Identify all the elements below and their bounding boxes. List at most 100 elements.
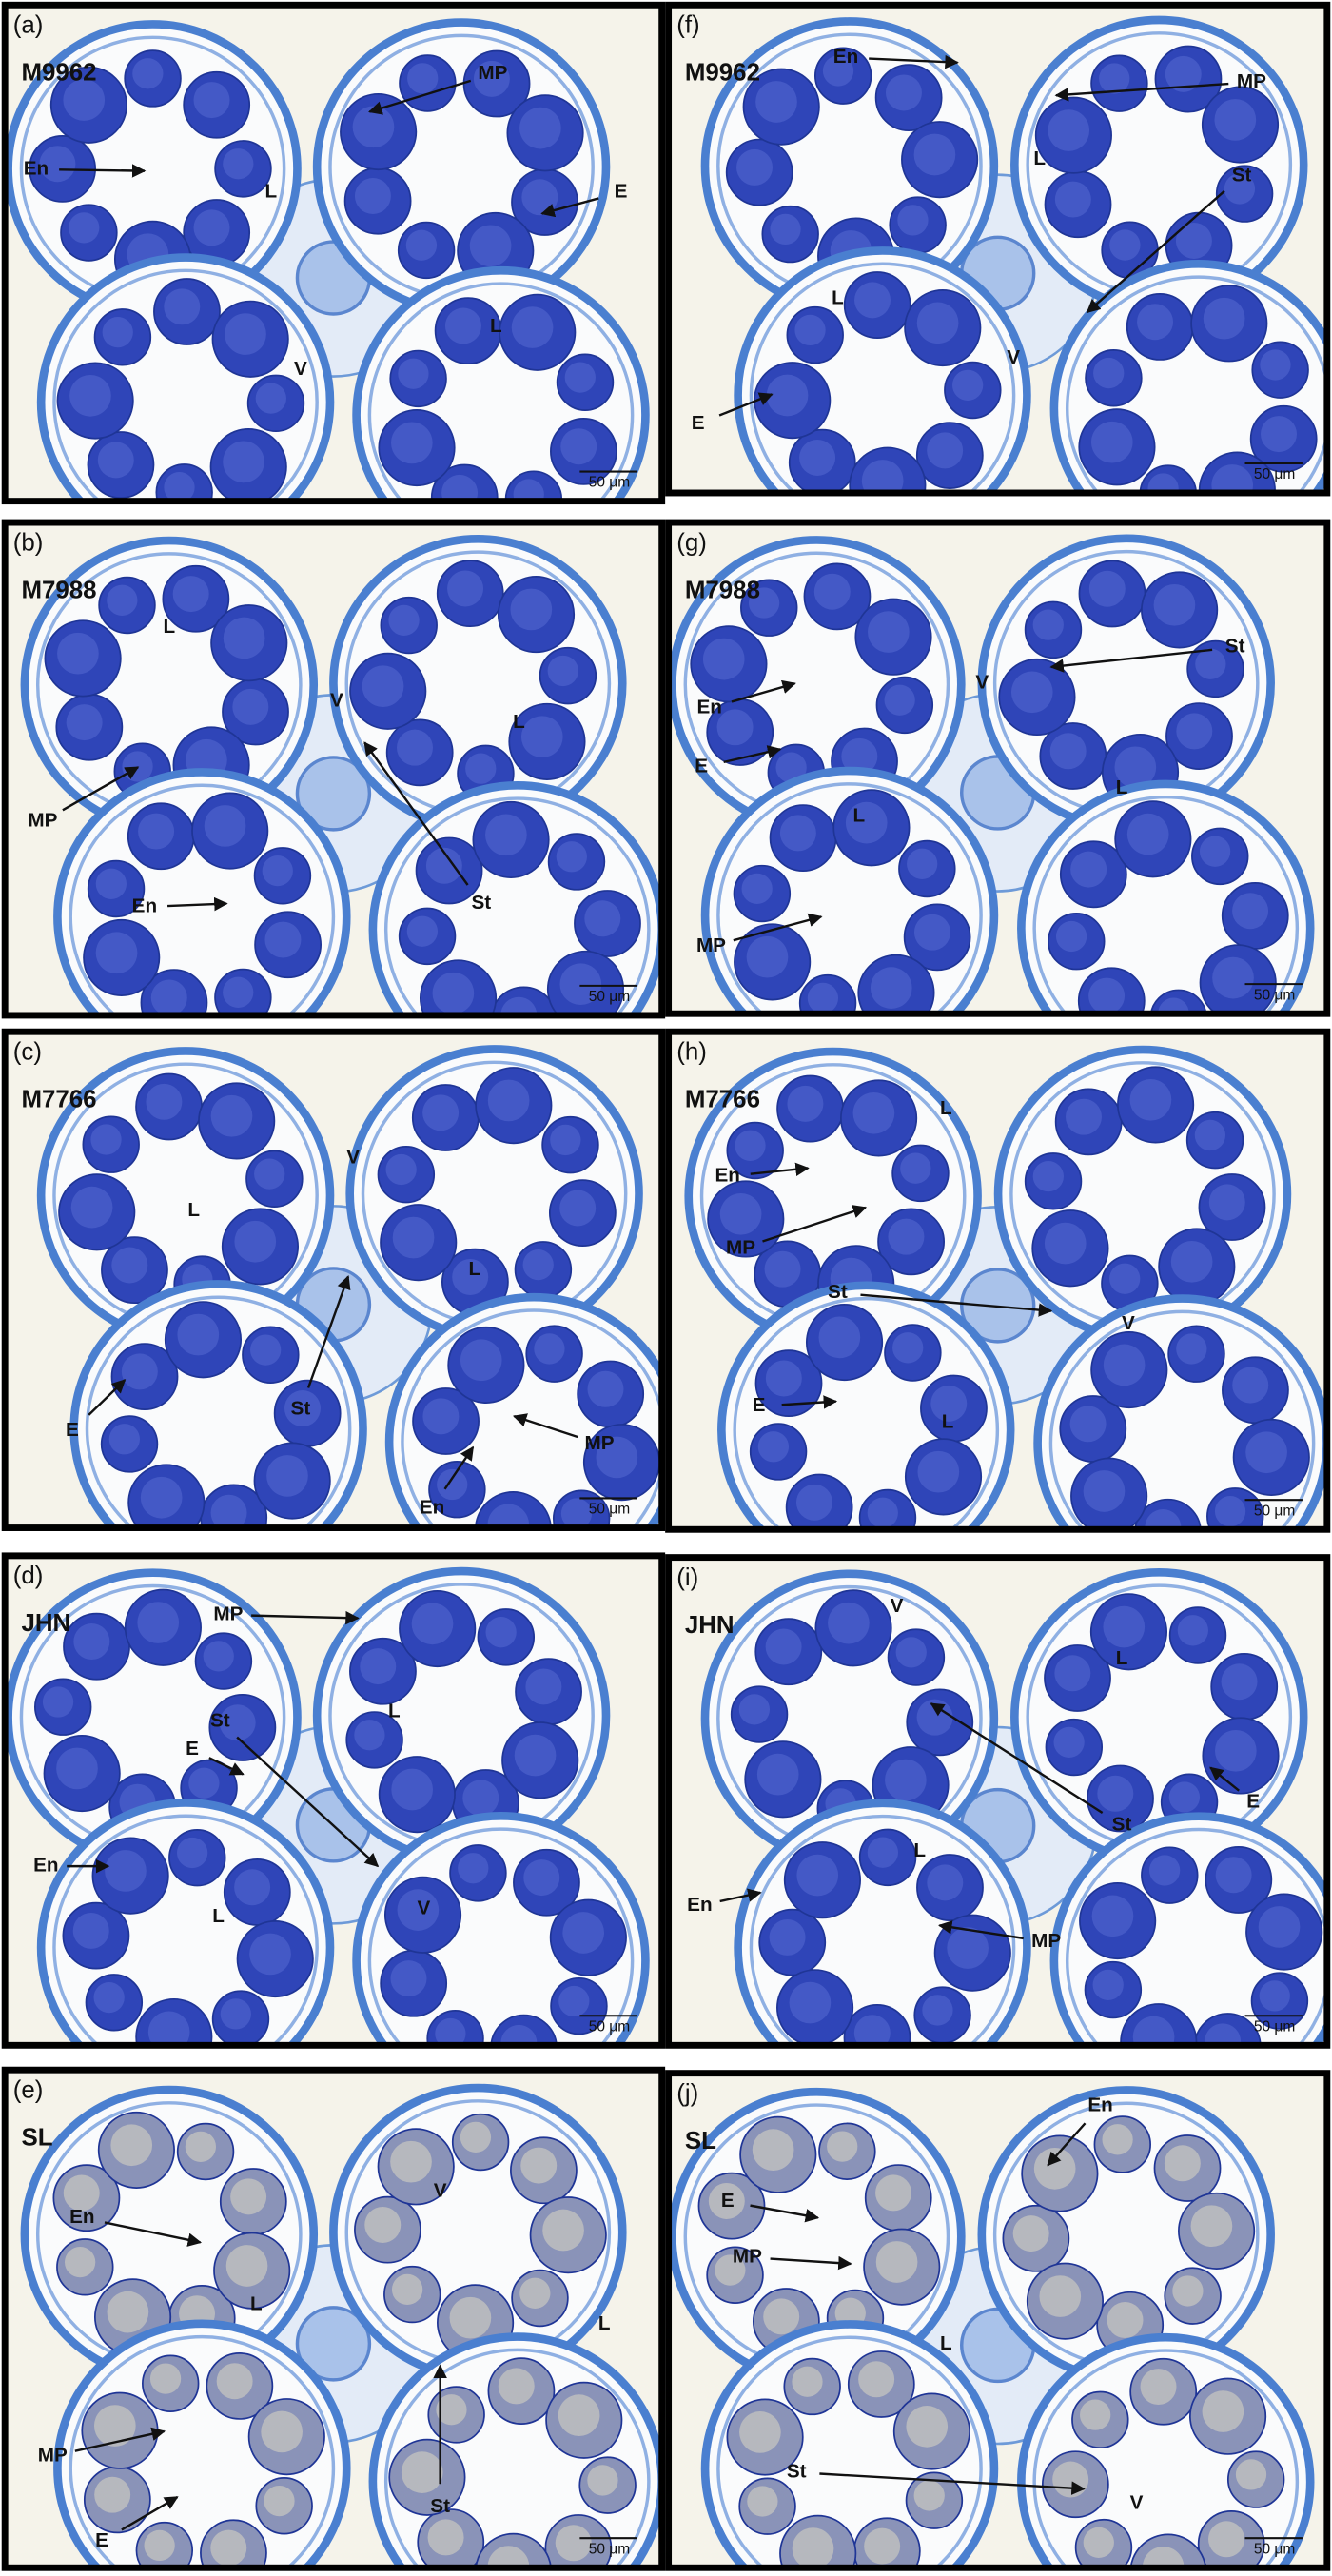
microspore-texture (739, 2411, 781, 2453)
microspore-texture (951, 369, 984, 401)
strain-label: M7988 (685, 577, 760, 603)
microspore-texture (885, 74, 922, 111)
annotation-arrow (750, 2204, 820, 2223)
strain-label: M7766 (21, 1087, 96, 1113)
annotation: St (291, 1398, 311, 1420)
microspore-texture (63, 2174, 100, 2212)
microspore-texture (1164, 2145, 1201, 2182)
microspore-texture (550, 1124, 581, 1156)
annotation: En (24, 157, 49, 179)
annotation: En (132, 895, 157, 916)
microspore-texture (560, 428, 597, 465)
microspore-texture (917, 1450, 960, 1493)
microspore-texture (95, 932, 138, 974)
annotation: En (1087, 2094, 1112, 2116)
annotation: MP (213, 1603, 243, 1624)
microspore-texture (1208, 2521, 1245, 2558)
scale-bar-label: 50 μm (1254, 2541, 1295, 2557)
microspore-texture (822, 55, 854, 87)
microspore-texture (852, 1091, 895, 1134)
strain-label: M9962 (21, 60, 96, 87)
microspore-texture (204, 805, 246, 847)
microspore-texture (225, 2245, 268, 2287)
microspore-texture (385, 1153, 417, 1186)
microspore-texture (121, 1353, 158, 1390)
microspore-texture (927, 1864, 964, 1901)
microspore-texture (747, 2486, 778, 2517)
microspore-texture (813, 573, 851, 610)
microspore-texture (436, 2394, 467, 2426)
microspore-texture (1102, 2124, 1133, 2155)
microspore-texture (867, 1837, 899, 1868)
microspore-texture (1190, 2205, 1233, 2248)
annotation-arrow (167, 896, 228, 912)
annotation-arrow (251, 1610, 360, 1625)
microspore-texture (57, 632, 99, 675)
scale-bar-label: 50 μm (1254, 987, 1295, 1003)
annotation: En (697, 697, 722, 718)
annotation: St (787, 2461, 807, 2483)
microspore-texture (458, 1853, 489, 1884)
microspore-texture (547, 655, 578, 687)
annotation: V (891, 1595, 904, 1617)
microspore-texture (927, 432, 964, 469)
annotation: L (490, 315, 502, 337)
microspore-texture (596, 1436, 638, 1479)
microspore-texture (884, 684, 915, 716)
microspore-texture (1153, 583, 1196, 626)
annotation: L (250, 2293, 263, 2315)
microspore-texture (1259, 1980, 1290, 2012)
microspore-texture (765, 1360, 802, 1397)
microspore-texture (225, 313, 266, 355)
microspore-texture (223, 976, 254, 1008)
anther-wall-inner (1032, 796, 1300, 1014)
panel-label: (i) (676, 1564, 698, 1591)
microspore-texture (230, 2178, 267, 2215)
annotation: En (687, 1894, 712, 1916)
vascular-bundle (295, 2306, 372, 2382)
microspore-texture (562, 1912, 605, 1954)
anther-wall-inner (716, 2335, 983, 2568)
annotation-arrow (306, 1275, 351, 1388)
microspore-texture (766, 374, 809, 417)
panel-border (1, 1, 666, 505)
annotation: V (417, 1897, 430, 1918)
annotation: L (940, 1097, 952, 1119)
annotation: L (469, 1258, 481, 1280)
microspore-texture (514, 1734, 557, 1777)
annotation: E (66, 1419, 79, 1441)
microspore-texture (1260, 349, 1291, 381)
microspore-texture (756, 1753, 799, 1796)
annotation: E (695, 756, 708, 777)
microspore-texture (498, 2368, 535, 2405)
panel-label: (a) (13, 12, 44, 39)
microspore-texture (1107, 2302, 1144, 2339)
tissue (684, 1045, 1327, 1530)
panel: (e) SL V En L L MP St E 50 μm (1, 2066, 666, 2571)
microspore-texture (1194, 1119, 1226, 1151)
microspore-texture (913, 914, 950, 951)
microspore-texture (223, 617, 265, 659)
microspore-texture (1203, 297, 1245, 340)
microspore-texture (487, 1079, 530, 1122)
microspore-texture (1109, 1263, 1141, 1294)
anther-wall-inner (733, 1296, 1000, 1530)
microspore-texture (947, 1927, 989, 1969)
microspore-texture (827, 2131, 858, 2162)
microspore-texture (559, 1190, 597, 1227)
microspore-texture (149, 2363, 182, 2394)
microspore-texture (469, 225, 512, 267)
microspore-texture (1177, 1615, 1208, 1646)
microspore-texture (525, 1668, 562, 1705)
anther-wall-inner (52, 268, 319, 501)
microspore-texture (266, 1455, 308, 1497)
annotation: E (753, 1394, 766, 1416)
strain-label: M7988 (21, 577, 96, 603)
microspore-texture (435, 2017, 466, 2046)
microspore-texture (755, 81, 797, 123)
microspore-texture (388, 604, 420, 637)
panel-label: (b) (13, 529, 44, 556)
microspore-texture (775, 752, 807, 783)
microspore-texture (885, 1759, 927, 1801)
microspore-texture (556, 841, 587, 873)
